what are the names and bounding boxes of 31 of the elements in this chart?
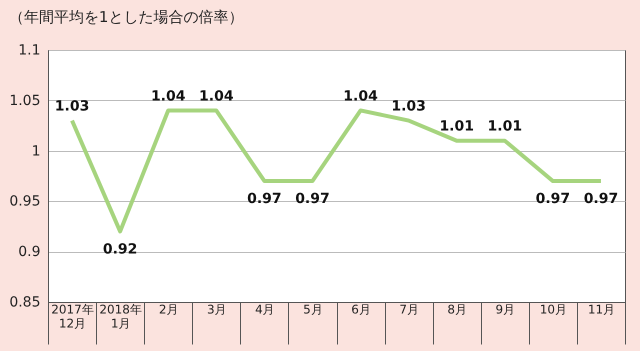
data-label: 0.97 — [536, 191, 570, 208]
x-tick-label: 11月 — [588, 302, 616, 316]
data-label: 1.03 — [54, 98, 90, 115]
data-label: 0.97 — [584, 191, 618, 208]
x-tick-label: 3月 — [206, 302, 227, 316]
data-label: 1.03 — [391, 98, 426, 115]
y-tick-label: 1.1 — [18, 42, 40, 58]
x-tick-label: 6月 — [351, 302, 371, 316]
data-label: 0.97 — [247, 191, 282, 208]
x-tick-label: 4月 — [255, 302, 275, 316]
y-tick-label: 1 — [32, 143, 40, 160]
x-tick-label: 5月 — [303, 302, 323, 316]
data-label: 1.04 — [199, 88, 234, 104]
chart-title: （年間平均を1とした場合の倍率） — [8, 8, 244, 26]
y-tick-label: 0.9 — [18, 244, 40, 260]
y-tick-label: 1.05 — [9, 92, 40, 109]
x-tick-label: 2017年 12月 — [51, 302, 94, 330]
x-tick-label: 8月 — [447, 302, 468, 316]
data-label: 1.01 — [439, 118, 474, 135]
y-tick-label: 0.95 — [9, 194, 40, 210]
data-label: 1.04 — [343, 88, 378, 104]
y-tick-label: 0.85 — [9, 294, 40, 310]
data-label: 1.01 — [488, 118, 522, 135]
data-label: 1.04 — [150, 88, 186, 104]
data-label: 0.97 — [295, 191, 330, 208]
x-tick-label: 2月 — [158, 302, 179, 316]
x-tick-label: 10月 — [540, 302, 568, 316]
x-tick-label: 2018年 1月 — [99, 302, 142, 330]
x-tick-label: 9月 — [495, 302, 516, 316]
x-tick-label: 7月 — [399, 302, 419, 316]
data-label: 0.92 — [102, 241, 138, 258]
